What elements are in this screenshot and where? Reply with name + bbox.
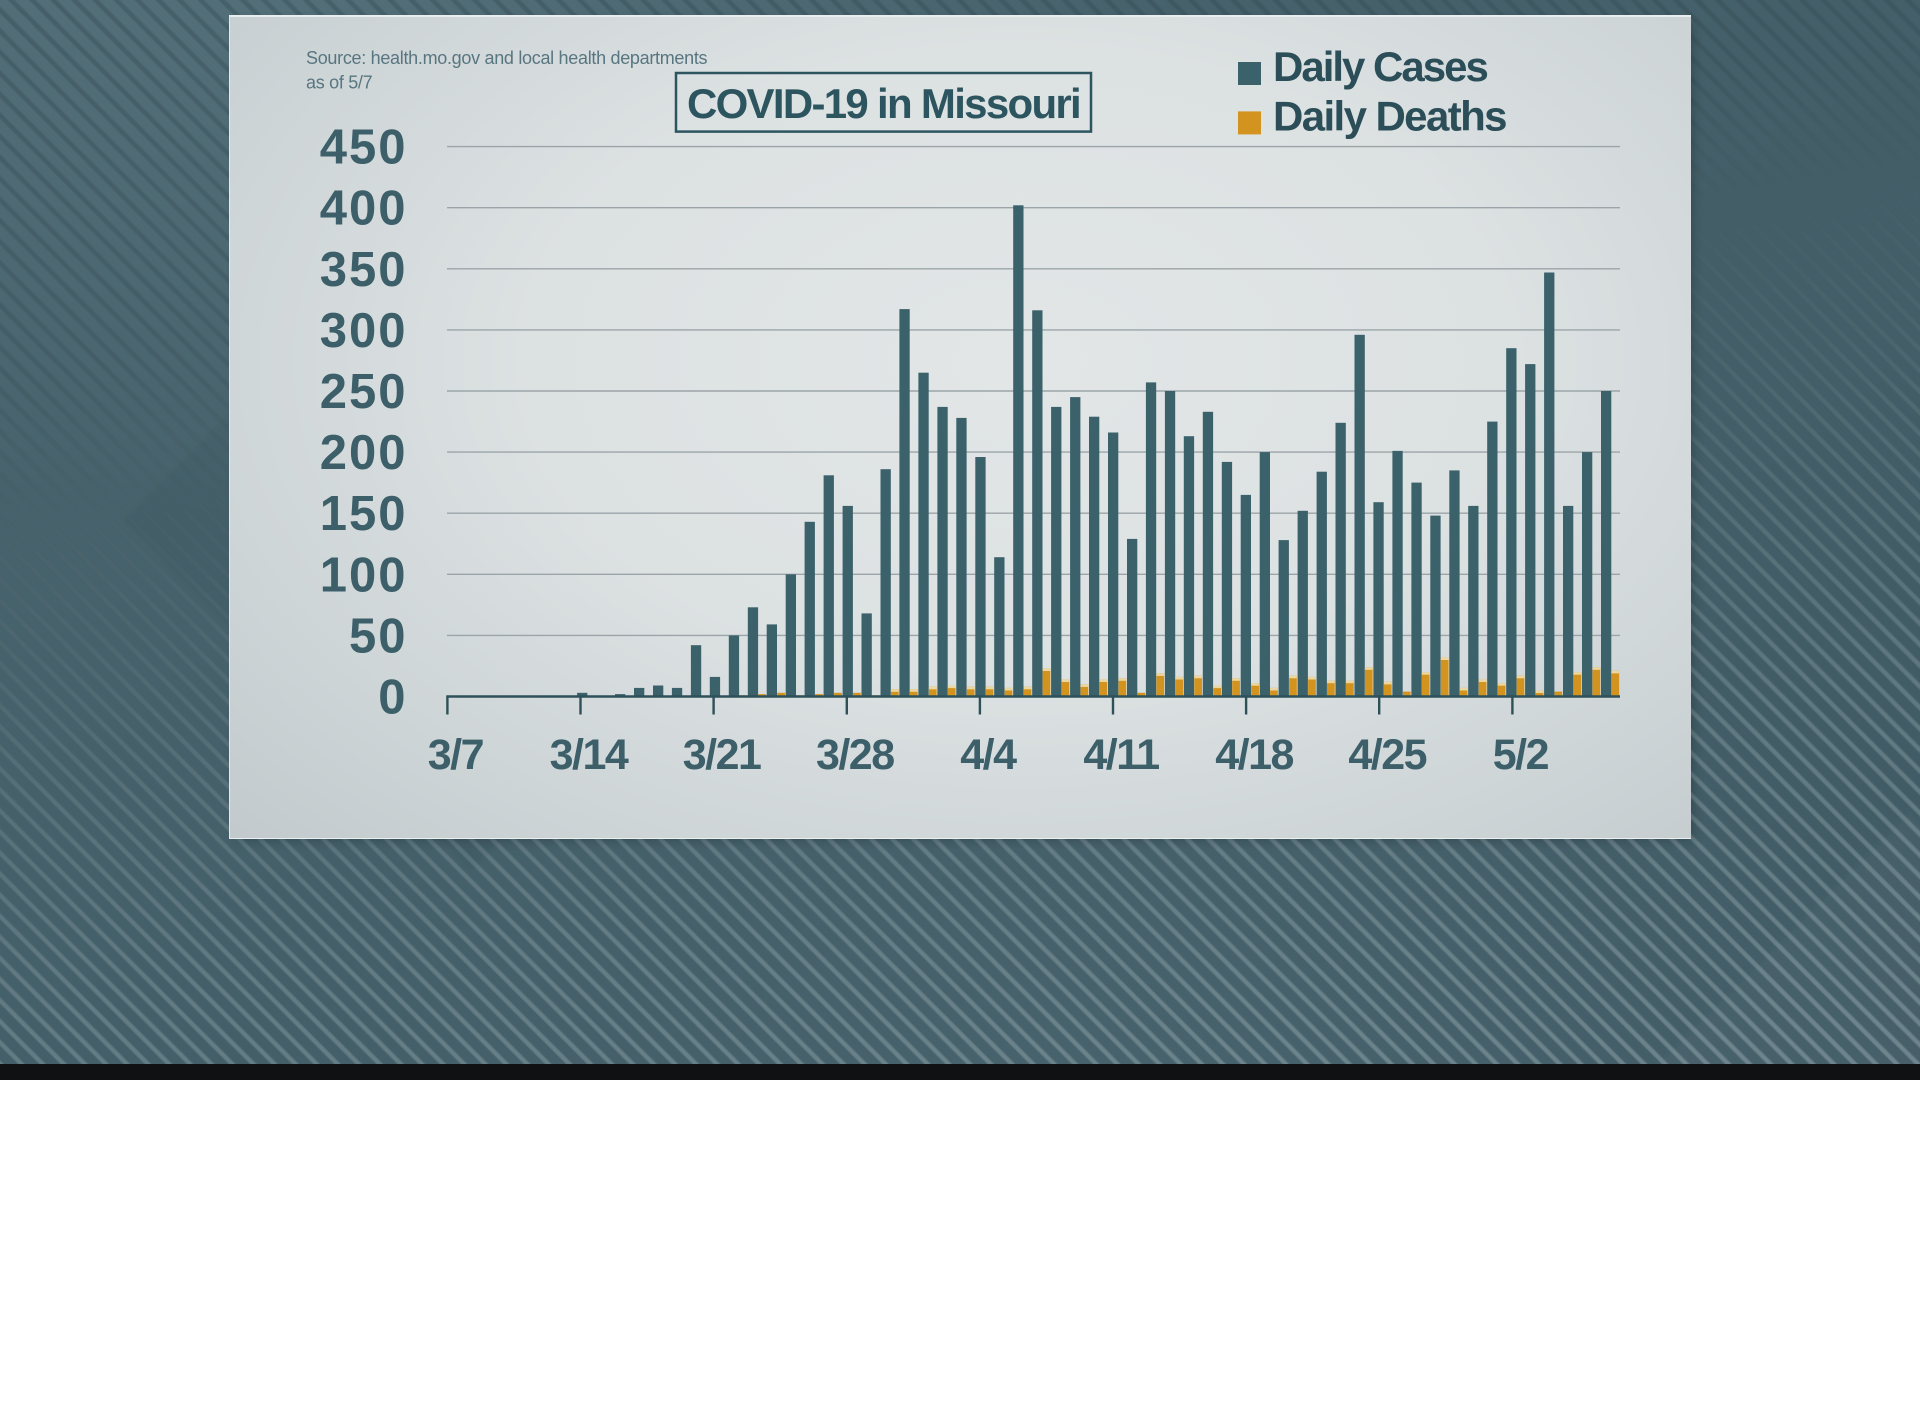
svg-text:3/14: 3/14 [550, 731, 629, 779]
svg-text:4/25: 4/25 [1348, 731, 1426, 779]
svg-text:3/7: 3/7 [428, 731, 484, 779]
svg-text:0: 0 [378, 671, 407, 725]
svg-text:100: 100 [320, 548, 408, 602]
svg-text:450: 450 [320, 121, 408, 175]
svg-text:3/21: 3/21 [683, 731, 761, 779]
svg-text:4/4: 4/4 [960, 731, 1017, 779]
svg-text:COVID-19 in Missouri: COVID-19 in Missouri [687, 80, 1080, 127]
svg-text:4/11: 4/11 [1083, 731, 1159, 779]
svg-text:300: 300 [320, 304, 408, 358]
svg-text:150: 150 [320, 487, 408, 541]
svg-text:Daily Deaths: Daily Deaths [1273, 93, 1506, 140]
svg-text:400: 400 [320, 182, 408, 236]
svg-text:as of 5/7: as of 5/7 [306, 73, 373, 93]
svg-text:350: 350 [320, 243, 408, 297]
svg-text:4/18: 4/18 [1215, 731, 1293, 779]
svg-text:Source: health.mo.gov and loca: Source: health.mo.gov and local health d… [306, 48, 708, 68]
svg-text:50: 50 [349, 609, 408, 663]
svg-text:200: 200 [320, 426, 408, 480]
svg-text:250: 250 [320, 365, 408, 419]
svg-text:3/28: 3/28 [816, 731, 894, 779]
svg-text:5/2: 5/2 [1493, 731, 1549, 779]
svg-text:Daily Cases: Daily Cases [1273, 43, 1487, 90]
